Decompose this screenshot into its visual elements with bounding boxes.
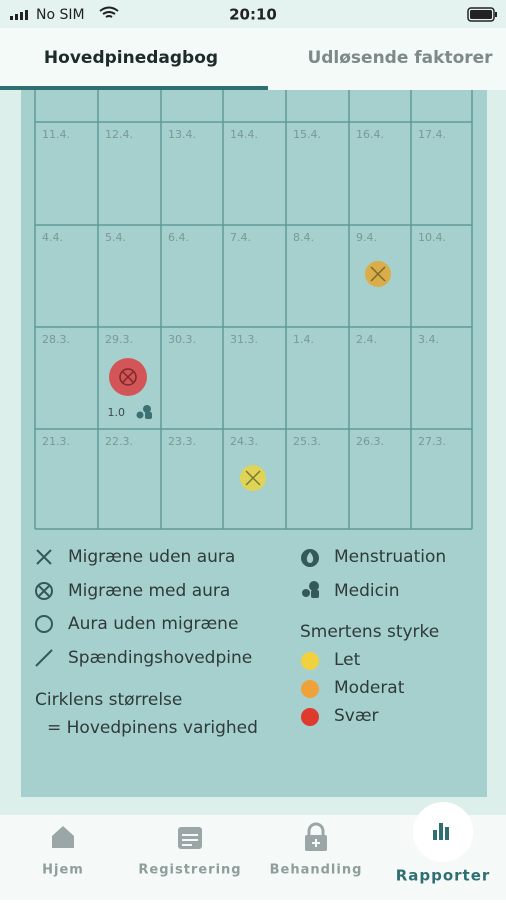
date-label: 11.4.	[42, 128, 70, 141]
legend-icon	[36, 549, 52, 565]
date-label: 28.3.	[42, 333, 70, 346]
legend-icon	[35, 615, 53, 633]
legend-swatch	[301, 680, 319, 698]
legend-label: Menstruation	[334, 547, 446, 567]
tab[interactable]: Udløsende faktorer	[307, 48, 493, 68]
date-label: 5.4.	[105, 231, 126, 244]
date-label: 29.3.	[105, 333, 133, 346]
date-label: 26.3.	[356, 435, 384, 448]
battery-icon	[467, 7, 497, 22]
tab-indicator	[0, 86, 268, 90]
legend-label: Migræne uden aura	[68, 547, 235, 567]
date-label: 2.4.	[356, 333, 377, 346]
legend-icon	[302, 581, 319, 598]
pain-marker[interactable]	[240, 465, 266, 491]
nav-label[interactable]: Rapporter	[396, 867, 491, 885]
date-label: 8.4.	[293, 231, 314, 244]
legend-label: Svær	[334, 706, 379, 726]
legend-label: Cirklens størrelse	[35, 690, 182, 710]
treatment-icon	[305, 822, 327, 851]
status-bar	[0, 0, 506, 28]
home-icon	[52, 826, 74, 848]
nav-label[interactable]: Hjem	[42, 863, 84, 878]
nav-label[interactable]: Registrering	[138, 863, 241, 878]
date-label: 3.4.	[418, 333, 439, 346]
date-label: 23.3.	[168, 435, 196, 448]
date-label: 6.4.	[168, 231, 189, 244]
legend-label: Let	[334, 650, 361, 670]
pain-marker[interactable]	[365, 261, 391, 287]
date-label: 13.4.	[168, 128, 196, 141]
legend-icon	[35, 582, 53, 600]
legend-label: Migræne med aura	[68, 581, 230, 601]
legend-swatch	[301, 708, 319, 726]
signal-icon	[10, 10, 28, 20]
legend-label: = Hovedpinens varighed	[47, 718, 258, 738]
date-label: 31.3.	[230, 333, 258, 346]
date-label: 12.4.	[105, 128, 133, 141]
tab[interactable]: Hovedpinedagbog	[44, 48, 218, 68]
date-label: 7.4.	[230, 231, 251, 244]
legend-label: Medicin	[334, 581, 400, 601]
date-label: 16.4.	[356, 128, 384, 141]
legend-icon	[301, 549, 319, 567]
legend-swatch	[301, 652, 319, 670]
date-label: 25.3.	[293, 435, 321, 448]
legend-label: Moderat	[334, 678, 405, 698]
legend-label: Aura uden migræne	[68, 614, 238, 634]
reports-icon	[433, 823, 449, 840]
date-label: 15.4.	[293, 128, 321, 141]
date-label: 17.4.	[418, 128, 446, 141]
clock: 20:10	[229, 6, 277, 24]
date-label: 14.4.	[230, 128, 258, 141]
legend-icon	[35, 649, 53, 667]
date-label: 9.4.	[356, 231, 377, 244]
duration-label: 1.0	[108, 406, 126, 419]
date-label: 21.3.	[42, 435, 70, 448]
nav-label[interactable]: Behandling	[270, 863, 363, 878]
date-label: 1.4.	[293, 333, 314, 346]
carrier: No SIM	[36, 7, 85, 23]
date-label: 24.3.	[230, 435, 258, 448]
date-label: 27.3.	[418, 435, 446, 448]
registration-icon	[178, 827, 202, 849]
legend-label: Smertens styrke	[300, 622, 439, 642]
pain-marker[interactable]	[109, 358, 147, 396]
wifi-icon	[99, 6, 119, 18]
tab-bar	[0, 28, 506, 90]
date-label: 22.3.	[105, 435, 133, 448]
date-label: 30.3.	[168, 333, 196, 346]
calendar: 11.4. 12.4. 13.4. 14.4. 15.4. 16.4. 17.4. 4.4. 5…	[34, 90, 473, 530]
legend-label: Spændingshovedpine	[68, 648, 252, 668]
medicine-icon	[136, 405, 152, 419]
date-label: 4.4.	[42, 231, 63, 244]
date-label: 10.4.	[418, 231, 446, 244]
